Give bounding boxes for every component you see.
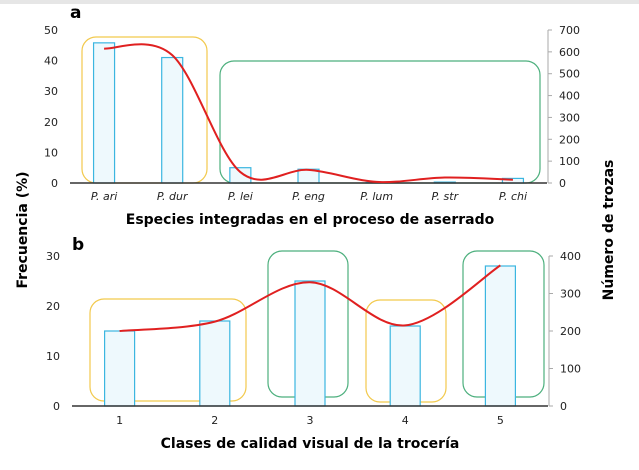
y-tick-label-left: 40 [44, 55, 58, 68]
y-tick-label-right: 300 [559, 111, 580, 124]
panel-label-b: b [72, 235, 84, 255]
x-tick-label: P. lum [360, 190, 393, 203]
bar [389, 325, 421, 407]
x-tick-label: 4 [402, 414, 409, 427]
y-tick-label-right: 500 [559, 68, 580, 81]
y-tick-label-left: 50 [44, 24, 58, 37]
x-tick-label: 2 [211, 414, 218, 427]
top-border [0, 0, 639, 4]
y-tick-label-right: 400 [560, 250, 581, 263]
bar [294, 280, 326, 407]
y-tick-label-right: 200 [559, 133, 580, 146]
y-tick-label-left: 20 [44, 116, 58, 129]
y-tick-label-right: 0 [560, 400, 567, 413]
panel-label-a: a [70, 3, 81, 23]
y-tick-label-left: 10 [46, 350, 60, 363]
x-axis-label-b: Clases de calidad visual de la trocería [161, 436, 460, 452]
y-axis-label-left: Frecuencia (%) [15, 171, 31, 288]
group-box-yellow [89, 298, 247, 402]
x-tick-label: 1 [116, 414, 123, 427]
trend-line [119, 264, 501, 332]
y-tick-label-right: 300 [560, 288, 581, 301]
bar [229, 167, 252, 184]
x-tick-label: P. str [431, 190, 459, 203]
x-tick-label: P. ari [91, 190, 117, 203]
y-tick-label-right: 100 [560, 363, 581, 376]
x-tick-label: 3 [307, 414, 314, 427]
y-tick-label-left: 20 [46, 300, 60, 313]
trend-line [103, 43, 513, 184]
y-tick-label-right: 700 [559, 24, 580, 37]
y-tick-label-right: 0 [559, 177, 566, 190]
bar [199, 320, 231, 407]
y-tick-label-right: 200 [560, 325, 581, 338]
y-tick-label-left: 30 [46, 250, 60, 263]
group-box-green [219, 60, 541, 184]
x-tick-label: P. lei [228, 190, 253, 203]
y-tick-label-left: 0 [53, 400, 60, 413]
x-tick-label: 5 [497, 414, 504, 427]
y-tick-label-left: 30 [44, 85, 58, 98]
x-axis-label-a: Especies integradas en el proceso de ase… [126, 212, 495, 228]
y-axis-label-right: Número de trozas [601, 160, 617, 301]
y-tick-label-right: 400 [559, 90, 580, 103]
y-tick-label-right: 600 [559, 46, 580, 59]
y-tick-label-left: 10 [44, 146, 58, 159]
y-tick-label-left: 0 [51, 177, 58, 190]
bar [103, 330, 136, 407]
bar [484, 265, 516, 407]
x-tick-label: P. dur [157, 190, 189, 203]
x-tick-label: P. eng [292, 190, 325, 203]
y-tick-label-right: 100 [559, 155, 580, 168]
bar [161, 56, 184, 184]
x-tick-label: P. chi [499, 190, 527, 203]
bar [92, 42, 116, 184]
